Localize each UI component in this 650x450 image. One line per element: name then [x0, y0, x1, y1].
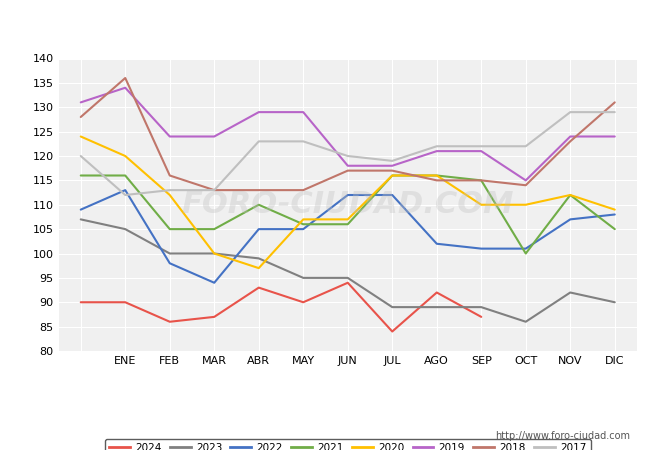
Text: FORO-CIUDAD.COM: FORO-CIUDAD.COM [181, 190, 514, 219]
Legend: 2024, 2023, 2022, 2021, 2020, 2019, 2018, 2017: 2024, 2023, 2022, 2021, 2020, 2019, 2018… [105, 439, 591, 450]
Text: Afiliados en Serrato a 30/9/2024: Afiliados en Serrato a 30/9/2024 [179, 18, 471, 36]
Text: http://www.foro-ciudad.com: http://www.foro-ciudad.com [495, 431, 630, 441]
